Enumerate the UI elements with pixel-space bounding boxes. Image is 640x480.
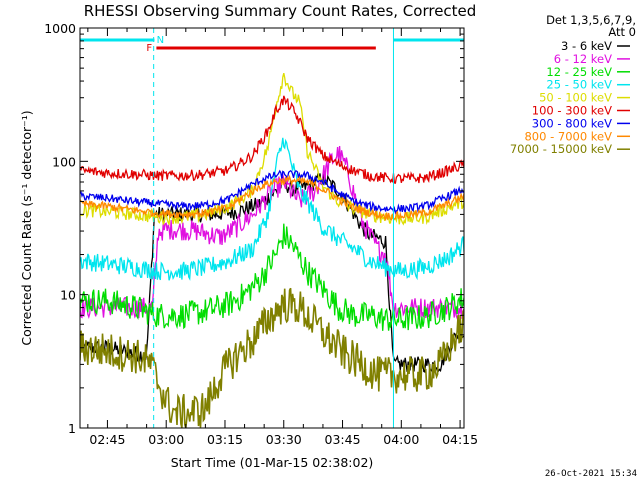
x-tick-label: 03:15 xyxy=(207,432,243,447)
y-tick-label: 10 xyxy=(60,288,76,303)
series-line xyxy=(80,72,464,226)
series-layer xyxy=(80,72,464,428)
legend-header: Det 1,3,5,6,7,9, xyxy=(546,13,636,27)
series-line xyxy=(80,174,464,221)
legend-entry-label: 100 - 300 keV xyxy=(532,104,612,118)
footer-timestamp: 26-Oct-2021 15:34 xyxy=(545,469,637,479)
legend-entry-label: 12 - 25 keV xyxy=(546,65,612,79)
legend-header: Att 0 xyxy=(608,25,636,39)
y-tick-label: 1 xyxy=(68,421,76,436)
y-axis-label: Corrected Count Rate (s⁻¹ detector⁻¹) xyxy=(19,110,34,345)
x-axis-label: Start Time (01-Mar-15 02:38:02) xyxy=(171,455,374,470)
legend-entry-label: 300 - 800 keV xyxy=(532,116,612,130)
x-tick-label: 02:45 xyxy=(89,432,125,447)
series-line xyxy=(80,223,464,331)
y-tick-label: 100 xyxy=(52,154,76,169)
flare-marker-label: F xyxy=(146,43,152,54)
night-marker-label: N xyxy=(157,35,164,46)
legend-entry-label: 50 - 100 keV xyxy=(539,91,612,105)
series-line xyxy=(80,137,464,281)
x-tick-label: 03:00 xyxy=(148,432,184,447)
chart-title: RHESSI Observing Summary Count Rates, Co… xyxy=(84,2,477,20)
series-line xyxy=(80,95,464,184)
legend-entry-label: 25 - 50 keV xyxy=(546,78,612,92)
legend-entry-label: 800 - 7000 keV xyxy=(524,129,612,143)
tick-layer: 02:45 03:00 03:15 03:30 03:45 04:00 04:15 1 10 10… xyxy=(44,21,478,447)
plot-frame xyxy=(79,27,465,429)
legend-entry-label: 6 - 12 keV xyxy=(554,52,612,66)
legend-entry-label: 3 - 6 keV xyxy=(561,39,612,53)
x-tick-label: 04:15 xyxy=(442,432,478,447)
series-line xyxy=(80,287,464,428)
series-line xyxy=(80,169,464,215)
x-tick-label: 03:30 xyxy=(266,432,302,447)
legend-entry-label: 7000 - 15000 keV xyxy=(510,142,612,156)
x-tick-label: 03:45 xyxy=(325,432,361,447)
y-tick-label: 1000 xyxy=(44,21,76,36)
x-tick-label: 04:00 xyxy=(383,432,419,447)
